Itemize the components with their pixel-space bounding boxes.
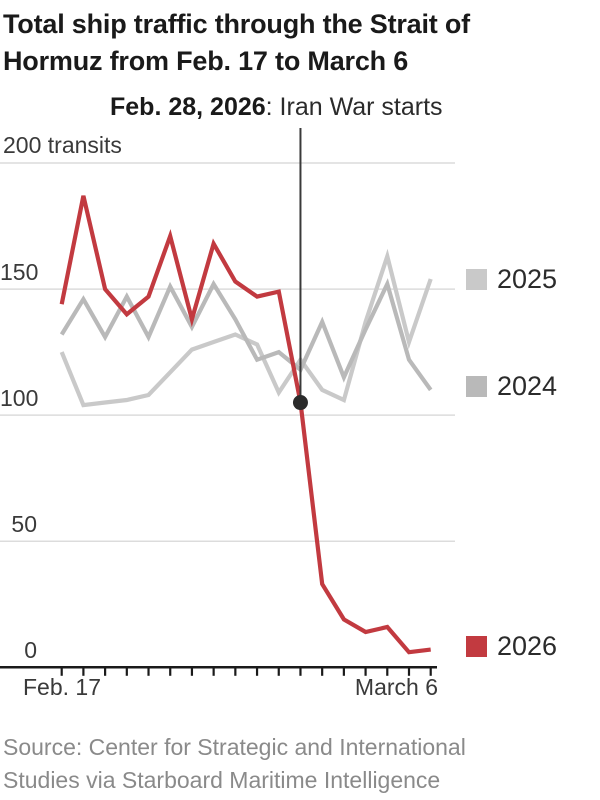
x-axis-label-end: March 6	[354, 674, 438, 700]
legend-swatch-2025-icon	[466, 269, 487, 290]
annotation-dot	[292, 395, 308, 411]
y-axis-label-150: 150	[0, 259, 39, 285]
y-axis-label-0: 0	[24, 637, 37, 663]
x-axis-label-start: Feb. 17	[23, 674, 101, 700]
source-note: Source: Center for Strategic and Interna…	[3, 731, 466, 797]
y-axis-label-50: 50	[11, 511, 37, 537]
y-axis-label-200: 200 transits	[3, 132, 122, 158]
legend-entry-2025: 2025	[466, 264, 557, 295]
source-line1: Source: Center for Strategic and Interna…	[3, 734, 466, 760]
legend-label-2026: 2026	[497, 631, 558, 661]
legend-swatch-2024-icon	[466, 376, 487, 397]
series-line-2026	[59, 195, 431, 655]
y-axis-label-100: 100	[0, 385, 39, 411]
legend-label-2025: 2025	[497, 264, 558, 294]
legend-entry-2024: 2024	[466, 371, 557, 402]
event-annotation-date: Feb. 28, 2026	[110, 93, 266, 121]
series-line-2025	[59, 248, 433, 408]
series-line-2024	[59, 278, 433, 392]
legend-label-2024: 2024	[497, 371, 558, 401]
legend-swatch-2026-icon	[466, 636, 487, 657]
chart-title-line2: Hormuz from Feb. 17 to March 6	[3, 46, 409, 76]
source-line2: Studies via Starboard Maritime Intellige…	[3, 767, 441, 793]
chart-title-line1: Total ship traffic through the Strait of	[3, 9, 470, 39]
event-annotation-text: : Iran War starts	[265, 93, 443, 121]
event-annotation: Feb. 28, 2026: Iran War starts	[110, 93, 443, 122]
chart-title: Total ship traffic through the Strait of…	[3, 6, 563, 80]
legend-entry-2026: 2026	[466, 631, 557, 662]
